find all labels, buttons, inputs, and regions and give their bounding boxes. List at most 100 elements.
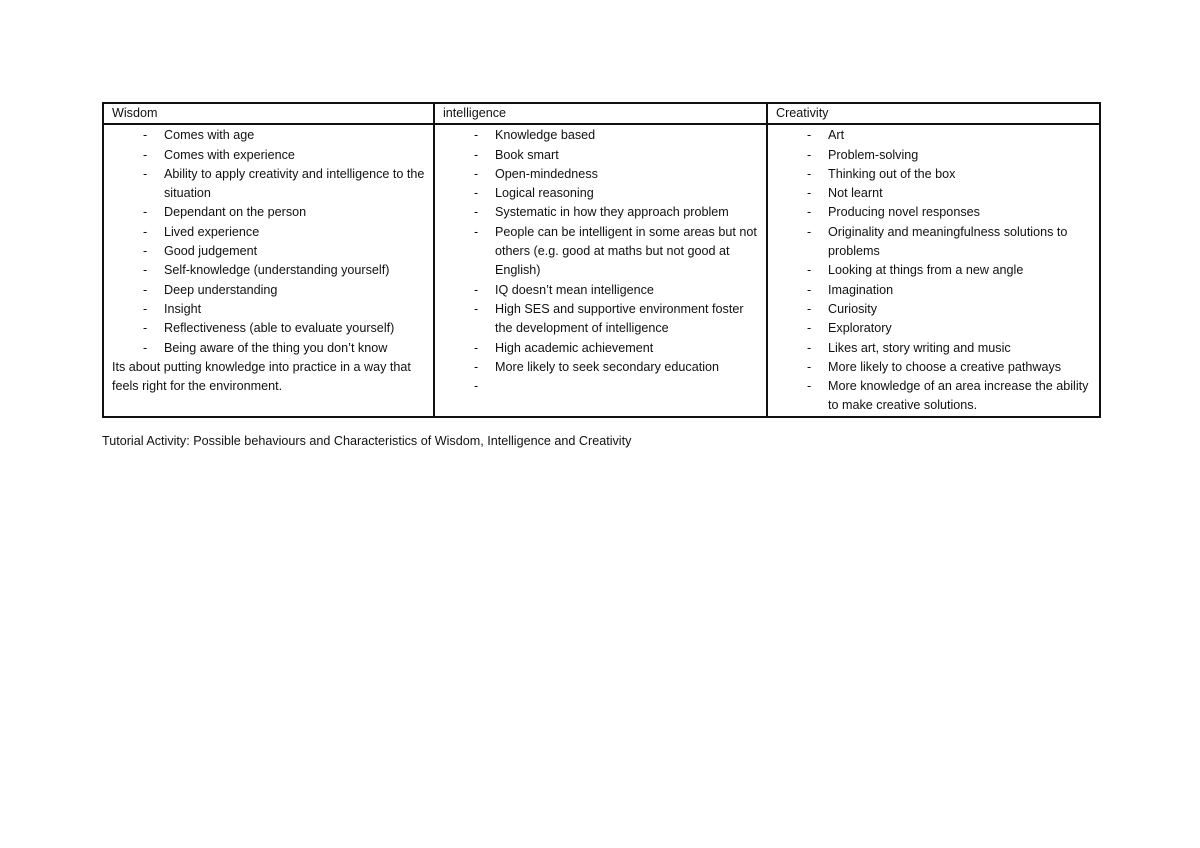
list-item: - Thinking out of the box: [776, 165, 1093, 184]
list-item-text: Problem-solving: [828, 147, 919, 162]
list-item: - Self-knowledge (understanding yourself): [112, 261, 427, 280]
list-item: - Not learnt: [776, 184, 1093, 203]
list-item: - Ability to apply creativity and intelli…: [112, 165, 427, 204]
list-item: - Good judgement: [112, 242, 427, 261]
list-item-text: Self-knowledge (understanding yourself): [164, 263, 390, 278]
list-item-text: More likely to seek secondary education: [495, 359, 720, 374]
list-item-text: Good judgement: [164, 244, 258, 259]
bullet-dash: -: [807, 147, 812, 162]
content-row: - Comes with age - Comes with experience - Ab…: [102, 123, 1101, 418]
bullet-dash: -: [807, 301, 812, 316]
list-item: - Insight: [112, 300, 427, 319]
list-item-text: Being aware of the thing you don’t know: [164, 340, 388, 355]
list-item-text: Looking at things from a new angle: [828, 263, 1024, 278]
list-item-text: Logical reasoning: [495, 186, 594, 201]
list-item-text: Thinking out of the box: [828, 166, 956, 181]
wisdom-note: Its about putting knowledge into practic…: [112, 359, 411, 394]
bullet-dash: -: [143, 205, 148, 220]
bullet-dash: -: [474, 224, 479, 239]
bullet-dash: -: [474, 205, 479, 220]
list-item-text: People can be intelligent in some areas …: [495, 224, 757, 278]
list-item: - IQ doesn’t mean intelligence: [443, 281, 760, 300]
list-item-text: Reflectiveness (able to evaluate yoursel…: [164, 321, 395, 336]
bullet-dash: -: [474, 147, 479, 162]
list-item-text: Imagination: [828, 282, 894, 297]
bullet-dash: -: [474, 282, 479, 297]
list-item-text: Not learnt: [828, 186, 883, 201]
bullet-dash: -: [474, 379, 479, 394]
list-item: - Reflectiveness (able to evaluate yourse…: [112, 319, 427, 338]
list-item-text: Book smart: [495, 147, 559, 162]
creativity-list: - Art - Problem-solving - Thinking out of the…: [776, 126, 1093, 415]
list-item: -: [443, 377, 760, 396]
list-item: - Deep understanding: [112, 281, 427, 300]
bullet-dash: -: [474, 128, 479, 143]
list-item-text: More knowledge of an area increase the a…: [828, 379, 1089, 413]
wisdom-list: - Comes with age - Comes with experience - Ab…: [112, 126, 427, 358]
list-item-text: Comes with age: [164, 128, 255, 143]
list-item-text: Lived experience: [164, 224, 260, 239]
list-item: - Originality and meaningfulness solution…: [776, 223, 1093, 262]
list-item-text: Art: [828, 128, 845, 143]
list-item: - Exploratory: [776, 319, 1093, 338]
list-item: - High SES and supportive environment fos…: [443, 300, 760, 339]
list-item: - People can be intelligent in some areas…: [443, 223, 760, 281]
list-item-text: Curiosity: [828, 301, 877, 316]
list-item: - Problem-solving: [776, 146, 1093, 165]
list-item: - More likely to choose a creative pathwa…: [776, 358, 1093, 377]
list-item-text: Ability to apply creativity and intellig…: [164, 166, 425, 201]
list-item: - Comes with age: [112, 126, 427, 145]
wisdom-cell: - Comes with age - Comes with experience - Ab…: [102, 123, 435, 418]
bullet-dash: -: [143, 301, 148, 316]
list-item-text: Deep understanding: [164, 282, 278, 297]
list-item: - More likely to seek secondary education: [443, 358, 760, 377]
bullet-dash: -: [807, 321, 812, 336]
bullet-dash: -: [807, 186, 812, 201]
table-caption: Tutorial Activity: Possible behaviours a…: [102, 434, 632, 448]
list-item: - Producing novel responses: [776, 203, 1093, 222]
bullet-dash: -: [474, 359, 479, 374]
header-row: Wisdom intelligence Creativity: [102, 101, 1101, 126]
list-item-text: Originality and meaningfulness solutions…: [828, 224, 1068, 259]
list-item: - Comes with experience: [112, 146, 427, 165]
bullet-dash: -: [143, 244, 148, 259]
intelligence-list: - Knowledge based - Book smart - Open-mindedn…: [443, 126, 760, 396]
list-item-text: High academic achievement: [495, 340, 654, 355]
list-item: - Lived experience: [112, 223, 427, 242]
bullet-dash: -: [143, 282, 148, 297]
bullet-dash: -: [143, 321, 148, 336]
bullet-dash: -: [143, 166, 148, 181]
list-item: - Knowledge based: [443, 126, 760, 145]
list-item: - Dependant on the person: [112, 203, 427, 222]
list-item: - High academic achievement: [443, 339, 760, 358]
bullet-dash: -: [474, 166, 479, 181]
bullet-dash: -: [807, 224, 812, 239]
list-item-text: Systematic in how they approach problem: [495, 205, 729, 220]
list-item-text: More likely to choose a creative pathway…: [828, 359, 1062, 374]
bullet-dash: -: [474, 301, 479, 316]
list-item-text: Exploratory: [828, 321, 892, 336]
list-item-text: High SES and supportive environment fost…: [495, 301, 744, 336]
list-item-text: IQ doesn’t mean intelligence: [495, 282, 654, 297]
list-item-text: Insight: [164, 301, 202, 316]
list-item: - Book smart: [443, 146, 760, 165]
header-creativity: Creativity: [766, 101, 1101, 126]
header-intelligence: intelligence: [433, 101, 768, 126]
characteristics-table: Wisdom intelligence Creativity - Comes wi…: [102, 101, 1101, 418]
list-item: - Being aware of the thing you don’t know: [112, 339, 427, 358]
bullet-dash: -: [143, 263, 148, 278]
list-item: - Likes art, story writing and music: [776, 339, 1093, 358]
list-item-text: Knowledge based: [495, 128, 596, 143]
list-item: - Imagination: [776, 281, 1093, 300]
list-item-text: Dependant on the person: [164, 205, 307, 220]
bullet-dash: -: [807, 166, 812, 181]
bullet-dash: -: [474, 186, 479, 201]
bullet-dash: -: [143, 224, 148, 239]
bullet-dash: -: [807, 282, 812, 297]
list-item-text: Open-mindedness: [495, 166, 598, 181]
list-item: - Logical reasoning: [443, 184, 760, 203]
bullet-dash: -: [807, 263, 812, 278]
list-item-text: Comes with experience: [164, 147, 295, 162]
list-item: - Art: [776, 126, 1093, 145]
creativity-cell: - Art - Problem-solving - Thinking out of the…: [766, 123, 1101, 418]
